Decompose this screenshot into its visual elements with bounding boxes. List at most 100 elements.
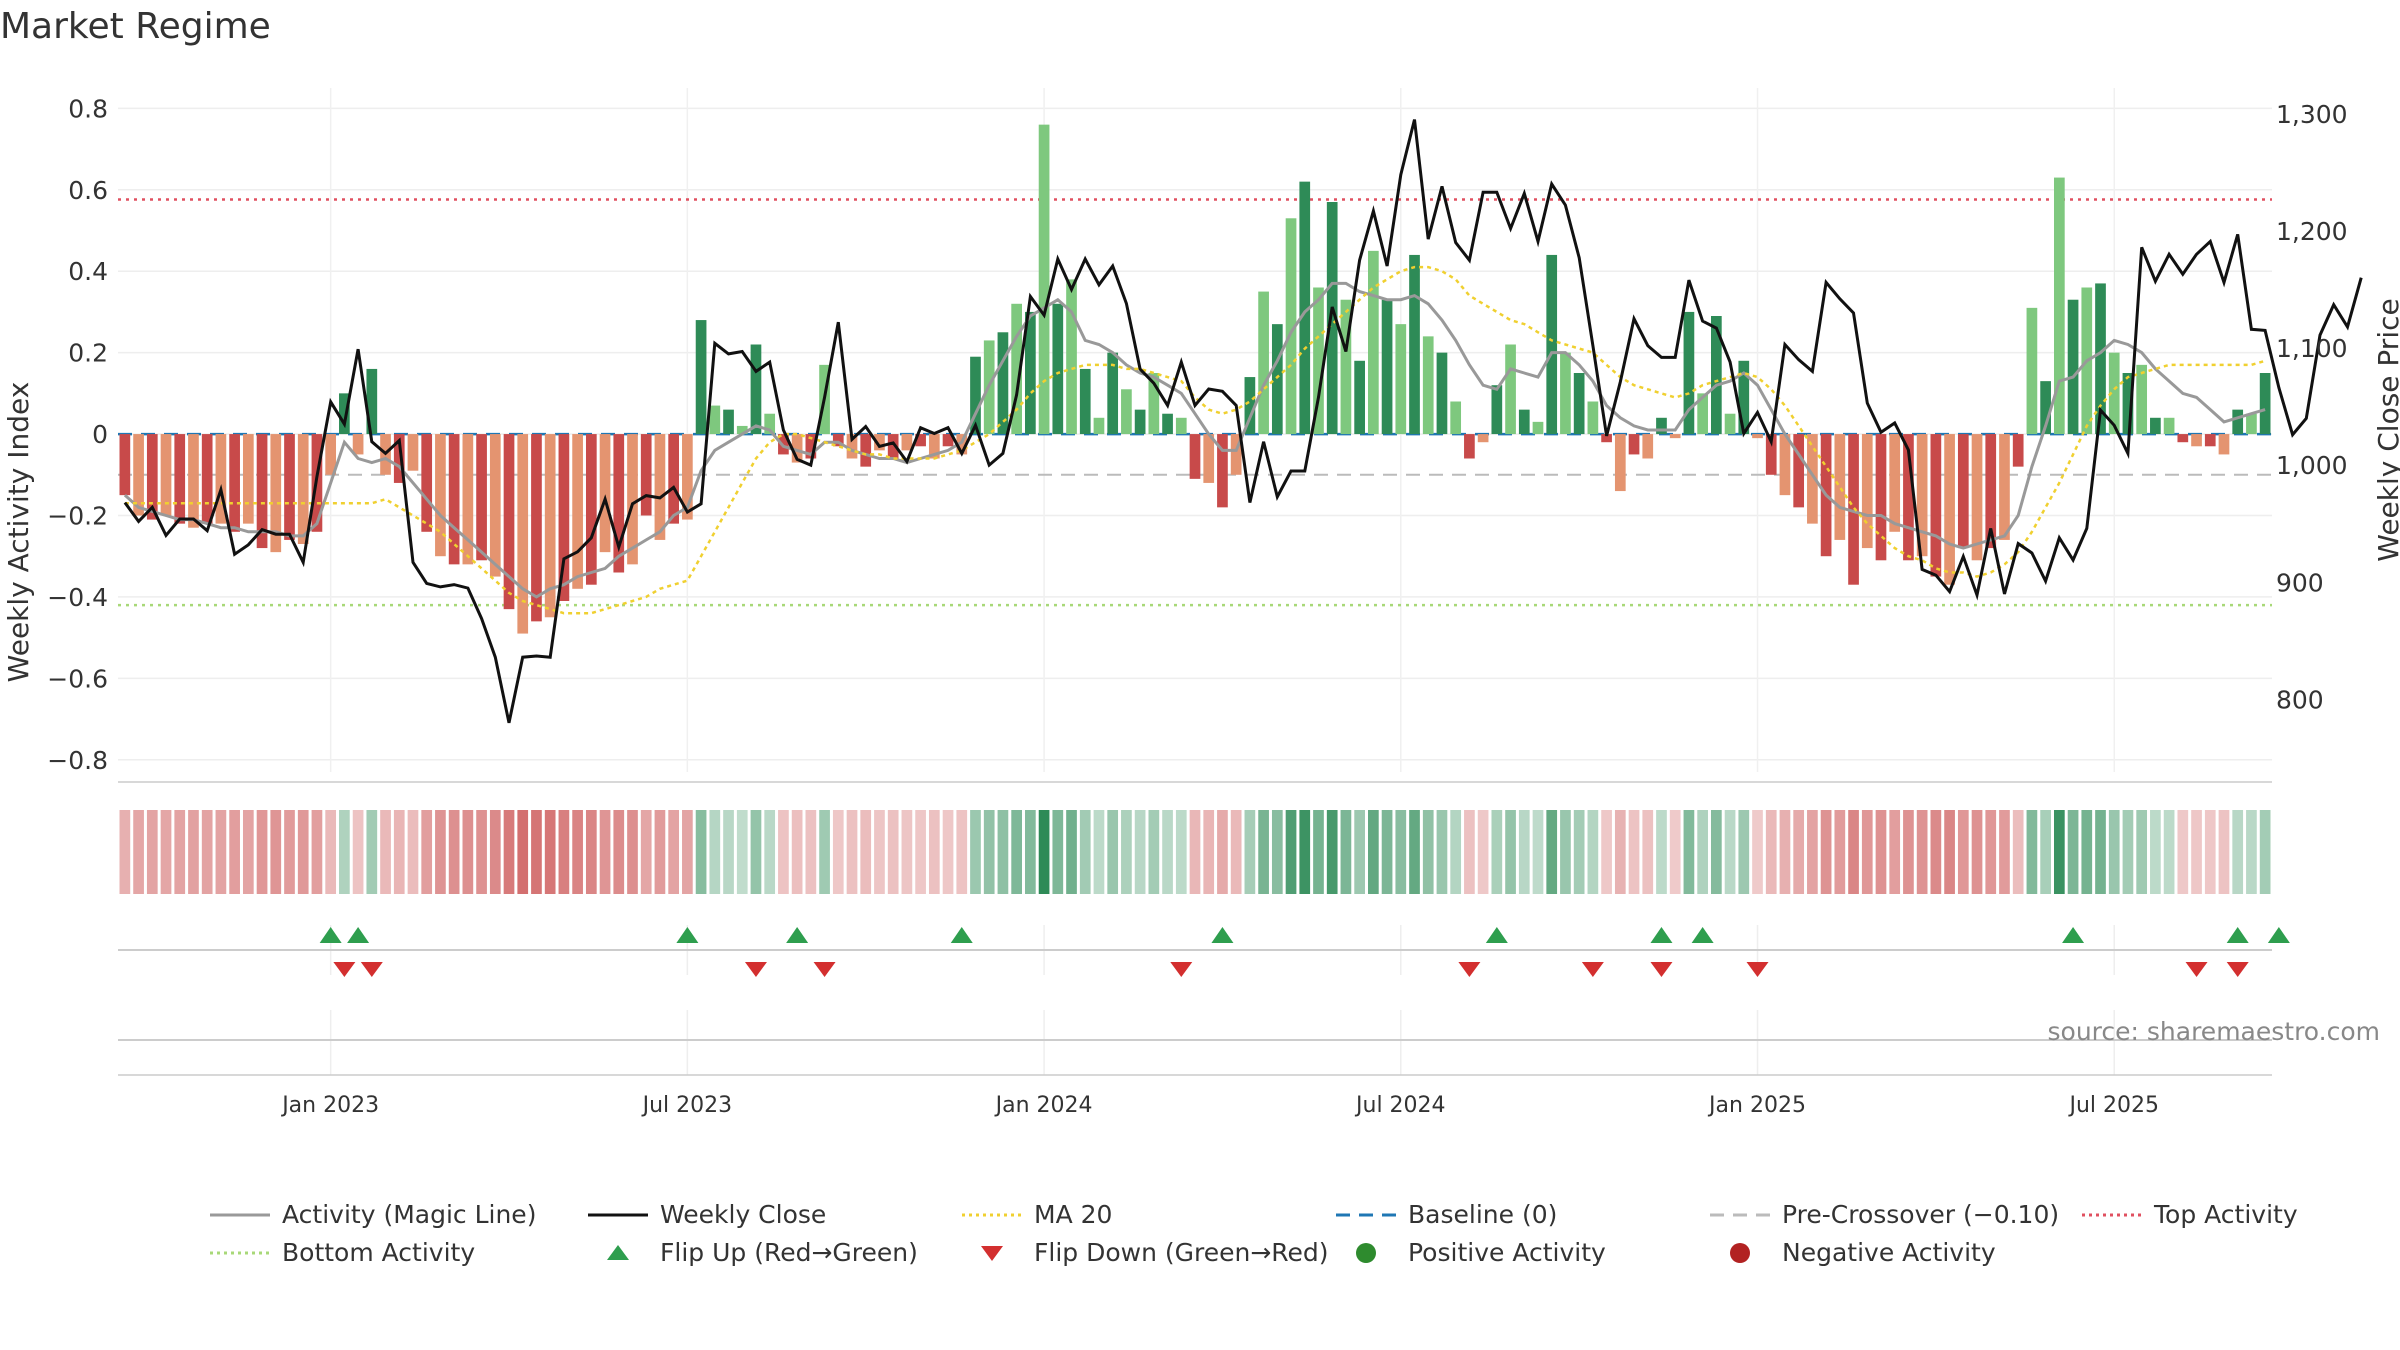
activity-bar [2204,434,2216,447]
legend-label: Pre-Crossover (−0.10) [1782,1200,2060,1229]
regime-strip-cell [517,810,529,894]
activity-bar [119,434,131,496]
regime-strip-cell [270,810,282,894]
regime-strip-cell [1587,810,1599,894]
activity-bar [489,434,501,577]
legend-label: MA 20 [1034,1200,1113,1229]
activity-bar [846,434,858,459]
chart-title: Market Regime [0,6,271,47]
activity-bar [1271,324,1283,435]
activity-bar [174,434,186,524]
y-right-tick-label: 1,000 [2276,451,2348,480]
activity-bar [2163,417,2175,435]
regime-strip-cell [1656,810,1667,894]
activity-bar [1175,417,1187,435]
regime-strip-cell [1834,810,1846,894]
activity-bar [476,434,487,561]
regime-strip-cell [1697,810,1708,894]
regime-strip-cell [2218,810,2230,894]
activity-bar [1957,434,1969,549]
regime-strip-cell [2053,810,2065,894]
activity-bar [2122,373,2134,435]
regime-strip-cell [1916,810,1928,894]
regime-strip-cell [146,810,158,894]
activity-bar [791,434,803,463]
regime-strip-cell [1642,810,1654,894]
regime-strip-cell [2246,810,2257,894]
regime-strip-cell [448,810,460,894]
flip-down-marker [1458,962,1481,977]
regime-strip-cell [311,810,323,894]
x-tick-label: Jan 2025 [1707,1093,1806,1118]
activity-bar [421,434,433,532]
activity-bar [1724,413,1736,435]
legend-label: Negative Activity [1782,1238,1996,1267]
activity-bar [1381,299,1393,435]
regime-strip-cell [1121,810,1132,894]
market-regime-chart: Market Regime 0.8 0.6 0.4 0.2 0 −0.2 −0.4 −0.6 −… [0,6,2400,1118]
activity-bar [1601,434,1612,443]
regime-strip-cell [1683,810,1695,894]
activity-bar [1971,434,1983,561]
flip-up-marker [1691,927,1714,943]
regime-strip-cell [380,810,391,894]
regime-strip-cell [503,810,515,894]
activity-bar [1834,434,1846,540]
regime-strip-cell [695,810,707,894]
regime-strip-cell [1285,810,1297,894]
ma20-line [124,265,2266,615]
regime-strip-cell [558,810,570,894]
regime-strip-cell [2040,810,2051,894]
regime-strip-cell [1765,810,1777,894]
activity-bar [284,434,295,540]
regime-strip-cell [1738,810,1750,894]
regime-strip [119,810,2271,894]
flip-up-marker [1211,927,1234,943]
y-right-tick-label: 900 [2276,568,2324,597]
regime-strip-cell [242,810,254,894]
regime-strip-cell [1134,810,1146,894]
regime-strip-cell [1628,810,1640,894]
activity-bar [2067,299,2079,435]
activity-bar [1244,377,1256,435]
activity-bar [1546,254,1558,435]
regime-strip-cell [1217,810,1228,894]
activity-bar [1518,409,1530,435]
regime-strip-cell [1752,810,1763,894]
regime-strip-cell [160,810,172,894]
y-axis-left-label: Weekly Activity Index [2,382,35,683]
flip-up-marker [347,927,370,943]
activity-bar [915,434,926,447]
regime-strip-cell [476,810,487,894]
flip-down-marker [1746,962,1769,977]
regime-strip-cell [1025,810,1036,894]
activity-bar [517,434,529,634]
y-left-tick-label: −0.6 [47,664,108,693]
regime-strip-cell [366,810,378,894]
activity-bar [750,344,762,435]
activity-bar [1573,373,1585,435]
activity-bar [887,434,899,459]
activity-bar [2218,434,2230,455]
activity-bar [1628,434,1640,455]
triangle-up-icon [607,1245,629,1260]
regime-strip-cell [1532,810,1544,894]
regime-strip-cell [352,810,364,894]
activity-bar [1354,360,1365,435]
legend-label: Flip Down (Green→Red) [1034,1238,1329,1267]
legend-label: Weekly Close [660,1200,827,1229]
activity-bar [325,434,337,475]
flip-up-marker [2062,927,2085,943]
regime-strip-cell [1903,810,1914,894]
regime-strip-cell [654,810,666,894]
regime-strip-cell [1669,810,1681,894]
regime-strip-cell [997,810,1009,894]
activity-bar [1258,291,1269,435]
activity-bar [531,434,542,622]
y-left-tick-label: −0.2 [47,502,108,531]
activity-bar [352,434,364,455]
activity-bar [2177,434,2189,443]
regime-strip-cell [2026,810,2038,894]
flip-down-marker [360,962,383,977]
legend-label: Top Activity [2154,1200,2298,1229]
